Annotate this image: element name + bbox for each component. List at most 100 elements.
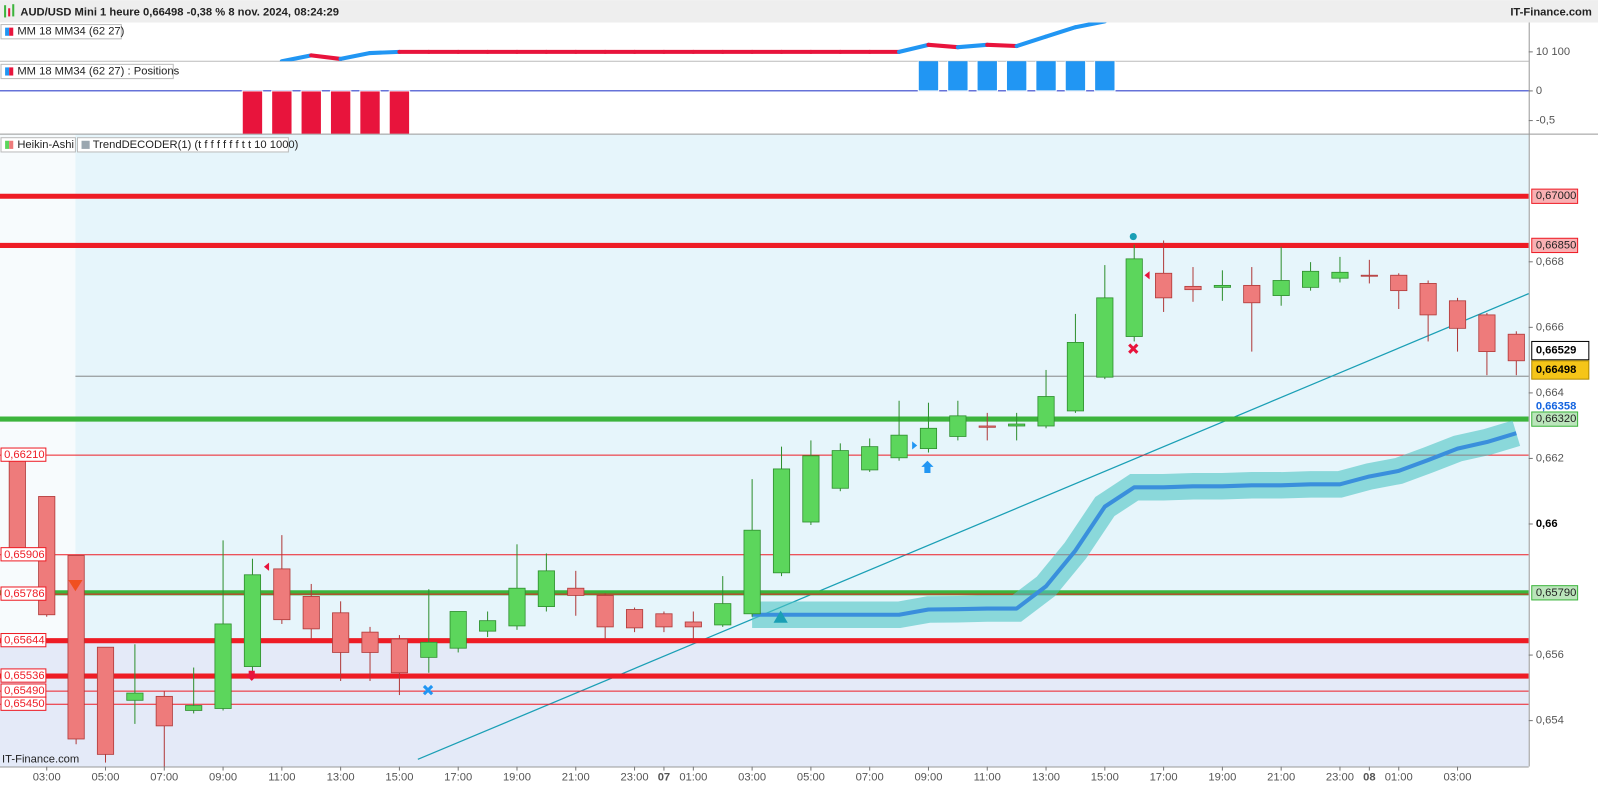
level-label: 0,65536 (4, 670, 45, 682)
legend-label: MM 18 MM34 (62 27) : Positions (17, 65, 179, 77)
x-tick-label: 19:00 (1208, 772, 1236, 784)
legend-swatch (9, 140, 14, 149)
x-tick-label: 01:00 (1385, 772, 1413, 784)
candle-body (1478, 314, 1496, 353)
position-bar (359, 90, 381, 134)
candle-body (1419, 283, 1437, 316)
last-value-box (1531, 340, 1590, 361)
positions-panel (0, 61, 1529, 134)
x-tick-label: 07 (658, 772, 670, 784)
level-label: 0,65490 (4, 685, 45, 697)
mm-panel (0, 22, 1529, 62)
position-bar (388, 90, 411, 134)
candle-body (567, 587, 585, 596)
level-label-box (1531, 188, 1579, 204)
header-bar (0, 0, 1598, 23)
x-tick-label: 11:00 (268, 772, 295, 784)
candle-body (1243, 284, 1261, 304)
level-label: 0,65906 (4, 549, 45, 561)
position-bar (1005, 61, 1028, 92)
x-tick-label: 17:00 (444, 772, 472, 784)
indicator-line (955, 42, 990, 50)
x-tick-label: 05:00 (797, 772, 825, 784)
signal-dot (1129, 232, 1137, 241)
x-tick-label: 09:00 (914, 772, 942, 784)
candle-body (479, 620, 497, 632)
level-label: 0,65790 (1536, 587, 1577, 599)
y-tick-label: 0,66 (1536, 518, 1558, 530)
x-tick-label: 21:00 (562, 772, 590, 784)
legend-swatch (9, 67, 14, 76)
header-brand: IT-Finance.com (1510, 6, 1592, 18)
x-tick-label: 15:00 (1091, 772, 1119, 784)
legend-swatch (9, 27, 14, 36)
level-label-box (0, 586, 47, 601)
x-tick-label: 07:00 (150, 772, 178, 784)
candle-body (1125, 258, 1143, 337)
level-label-box (0, 633, 47, 648)
signal-tick (912, 441, 918, 450)
x-tick-label: 23:00 (1326, 772, 1354, 784)
y-tick-label: 10 100 (1536, 46, 1570, 58)
candle-body (390, 638, 408, 674)
candle-body (537, 570, 555, 607)
x-tick-label: 11:00 (974, 772, 1001, 784)
legend-swatch (5, 67, 10, 76)
legend-box (0, 24, 122, 40)
plot-layer: 10 100 0 -0,5 03:00 05:00 07:00 09:00 11:00 13:0… (0, 22, 1590, 784)
exit-cross (422, 684, 434, 696)
level-label: 0,66210 (4, 449, 45, 461)
panel-layer (0, 193, 1529, 767)
candle-body (361, 631, 379, 653)
last-value-label: 0,66358 (1536, 401, 1577, 413)
x-tick-label: 03:00 (33, 772, 61, 784)
price-panel-shade (75, 134, 1529, 642)
candle-body (155, 695, 173, 727)
candle-body (684, 621, 702, 628)
candle-body (420, 641, 438, 658)
candle-body (1066, 342, 1084, 412)
candle-body (126, 692, 144, 701)
level-label: 0,65644 (4, 635, 45, 647)
indicator-line (1043, 25, 1078, 39)
legend-swatch (81, 140, 90, 149)
x-tick-label: 13:00 (1032, 772, 1060, 784)
candle-body (1302, 270, 1320, 288)
level-label: 0,67000 (1536, 190, 1577, 202)
y-tick-label: -0,5 (1536, 115, 1555, 127)
candle-body (449, 611, 467, 649)
x-tick-label: 15:00 (385, 772, 413, 784)
candle-body (185, 705, 203, 711)
legend-box (76, 137, 289, 153)
legend: MM 18 MM34 (62 27) (0, 24, 125, 40)
position-bar (300, 90, 322, 134)
candle-body (96, 646, 115, 755)
legend-label: Heikin-Ashi (17, 139, 74, 151)
candle-body (978, 425, 996, 428)
candle-body (1360, 274, 1378, 277)
x-tick-label: 01:00 (679, 772, 707, 784)
candle-body (655, 613, 673, 628)
sell-triangle (68, 580, 83, 592)
candle-body (919, 427, 938, 450)
candle-body (1008, 423, 1026, 427)
level-label: 0,65786 (4, 588, 45, 600)
position-bar (947, 61, 969, 92)
y-tick-label: 0,662 (1536, 452, 1564, 464)
candle-body (1390, 274, 1408, 292)
position-bar (1035, 61, 1057, 92)
x-tick-label: 07:00 (856, 772, 884, 784)
signal-tick (1144, 271, 1150, 280)
header-title: AUD/USD Mini 1 heure 0,66498 -0,38 % 8 n… (20, 6, 339, 18)
level-label-box (0, 668, 47, 683)
x-tick-label: 03:00 (738, 772, 766, 784)
down-arrow (245, 670, 258, 681)
candle-body (1331, 271, 1349, 279)
legend-box (0, 63, 174, 80)
candle-body (831, 450, 849, 489)
level-label: 0,66320 (1536, 413, 1577, 425)
x-tick-label: 09:00 (209, 772, 237, 784)
app-icon (4, 4, 15, 18)
candle-body (1037, 396, 1055, 427)
